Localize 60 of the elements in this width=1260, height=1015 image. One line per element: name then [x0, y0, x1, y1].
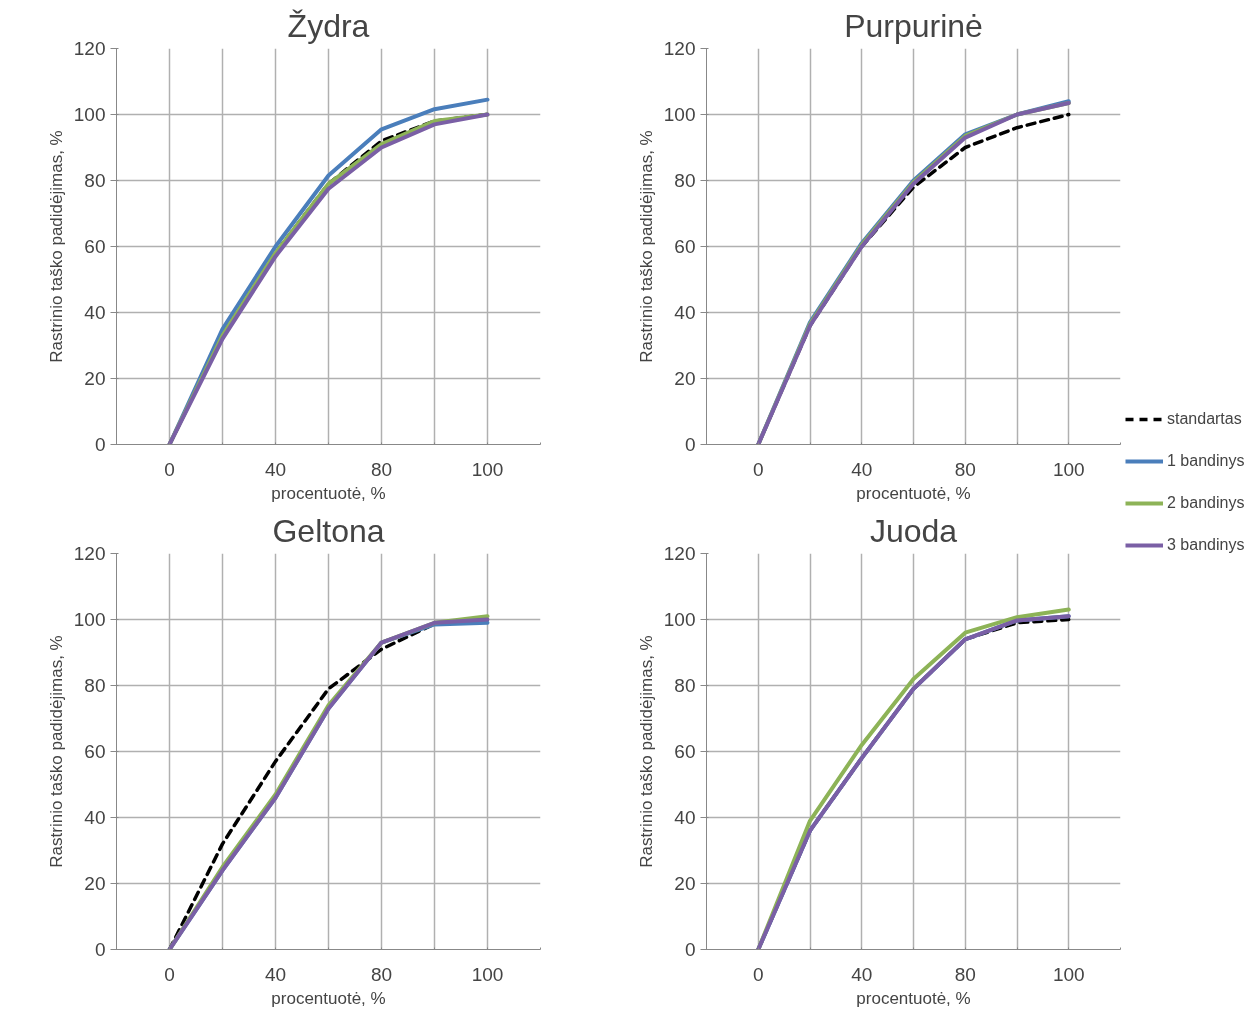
- x-tick-label: 100: [471, 458, 504, 480]
- y-axis-title: Rastrinio taško padidėjimas, %: [636, 130, 656, 363]
- y-tick-label: 20: [84, 873, 106, 894]
- y-tick-label: 40: [674, 807, 696, 828]
- y-tick-label: 100: [73, 104, 106, 125]
- y-tick-label: 80: [84, 170, 106, 191]
- y-tick-label: 40: [84, 302, 106, 323]
- legend-label: standartas: [1167, 410, 1242, 428]
- y-tick-label: 60: [84, 741, 106, 762]
- y-tick-label: 0: [684, 434, 696, 455]
- x-axis-title: procentuotė, %: [271, 483, 386, 503]
- x-tick-label: 100: [1052, 458, 1085, 480]
- x-tick-label: 0: [164, 963, 175, 985]
- x-tick-label: 40: [264, 458, 287, 480]
- x-tick-label: 80: [370, 963, 393, 985]
- y-tick-label: 20: [674, 368, 696, 389]
- legend-label: 2 bandinys: [1167, 494, 1245, 512]
- y-tick-label: 100: [663, 609, 696, 630]
- chart-title: Purpurinė: [844, 7, 983, 44]
- y-tick-label: 80: [674, 675, 696, 696]
- y-tick-label: 0: [684, 939, 696, 960]
- x-tick-label: 40: [264, 963, 287, 985]
- x-tick-label: 40: [851, 458, 873, 480]
- x-tick-label: 0: [164, 458, 175, 480]
- y-tick-label: 20: [84, 368, 106, 389]
- y-tick-label: 120: [663, 543, 696, 564]
- y-tick-label: 60: [674, 741, 696, 762]
- x-tick-label: 80: [954, 963, 976, 985]
- x-tick-label: 100: [471, 963, 504, 985]
- x-tick-label: 0: [752, 458, 764, 480]
- x-tick-label: 0: [752, 963, 764, 985]
- chart-title: Juoda: [869, 512, 958, 549]
- x-axis-title: procentuotė, %: [856, 988, 971, 1008]
- x-tick-label: 80: [370, 458, 393, 480]
- y-tick-label: 0: [94, 434, 106, 455]
- legend-label: 3 bandinys: [1167, 536, 1245, 554]
- y-tick-label: 120: [73, 543, 106, 564]
- x-axis-title: procentuotė, %: [856, 483, 971, 503]
- y-axis-title: Rastrinio taško padidėjimas, %: [46, 635, 66, 868]
- x-axis-title: procentuotė, %: [271, 988, 386, 1008]
- y-tick-label: 100: [73, 609, 106, 630]
- y-axis-title: Rastrinio taško padidėjimas, %: [636, 635, 656, 868]
- legend-label: 1 bandinys: [1167, 452, 1245, 470]
- x-tick-label: 40: [851, 963, 873, 985]
- y-axis-title: Rastrinio taško padidėjimas, %: [46, 130, 66, 363]
- y-tick-label: 60: [84, 236, 106, 257]
- y-tick-label: 40: [84, 807, 106, 828]
- y-tick-label: 100: [663, 104, 696, 125]
- chart-title: Žydra: [287, 7, 370, 44]
- y-tick-label: 120: [663, 38, 696, 59]
- y-tick-label: 20: [674, 873, 696, 894]
- y-tick-label: 80: [84, 675, 106, 696]
- y-tick-label: 120: [73, 38, 106, 59]
- x-tick-label: 100: [1052, 963, 1085, 985]
- y-tick-label: 60: [674, 236, 696, 257]
- y-tick-label: 80: [674, 170, 696, 191]
- chart-title: Geltona: [272, 512, 385, 549]
- y-tick-label: 0: [94, 939, 106, 960]
- y-tick-label: 40: [674, 302, 696, 323]
- x-tick-label: 80: [954, 458, 976, 480]
